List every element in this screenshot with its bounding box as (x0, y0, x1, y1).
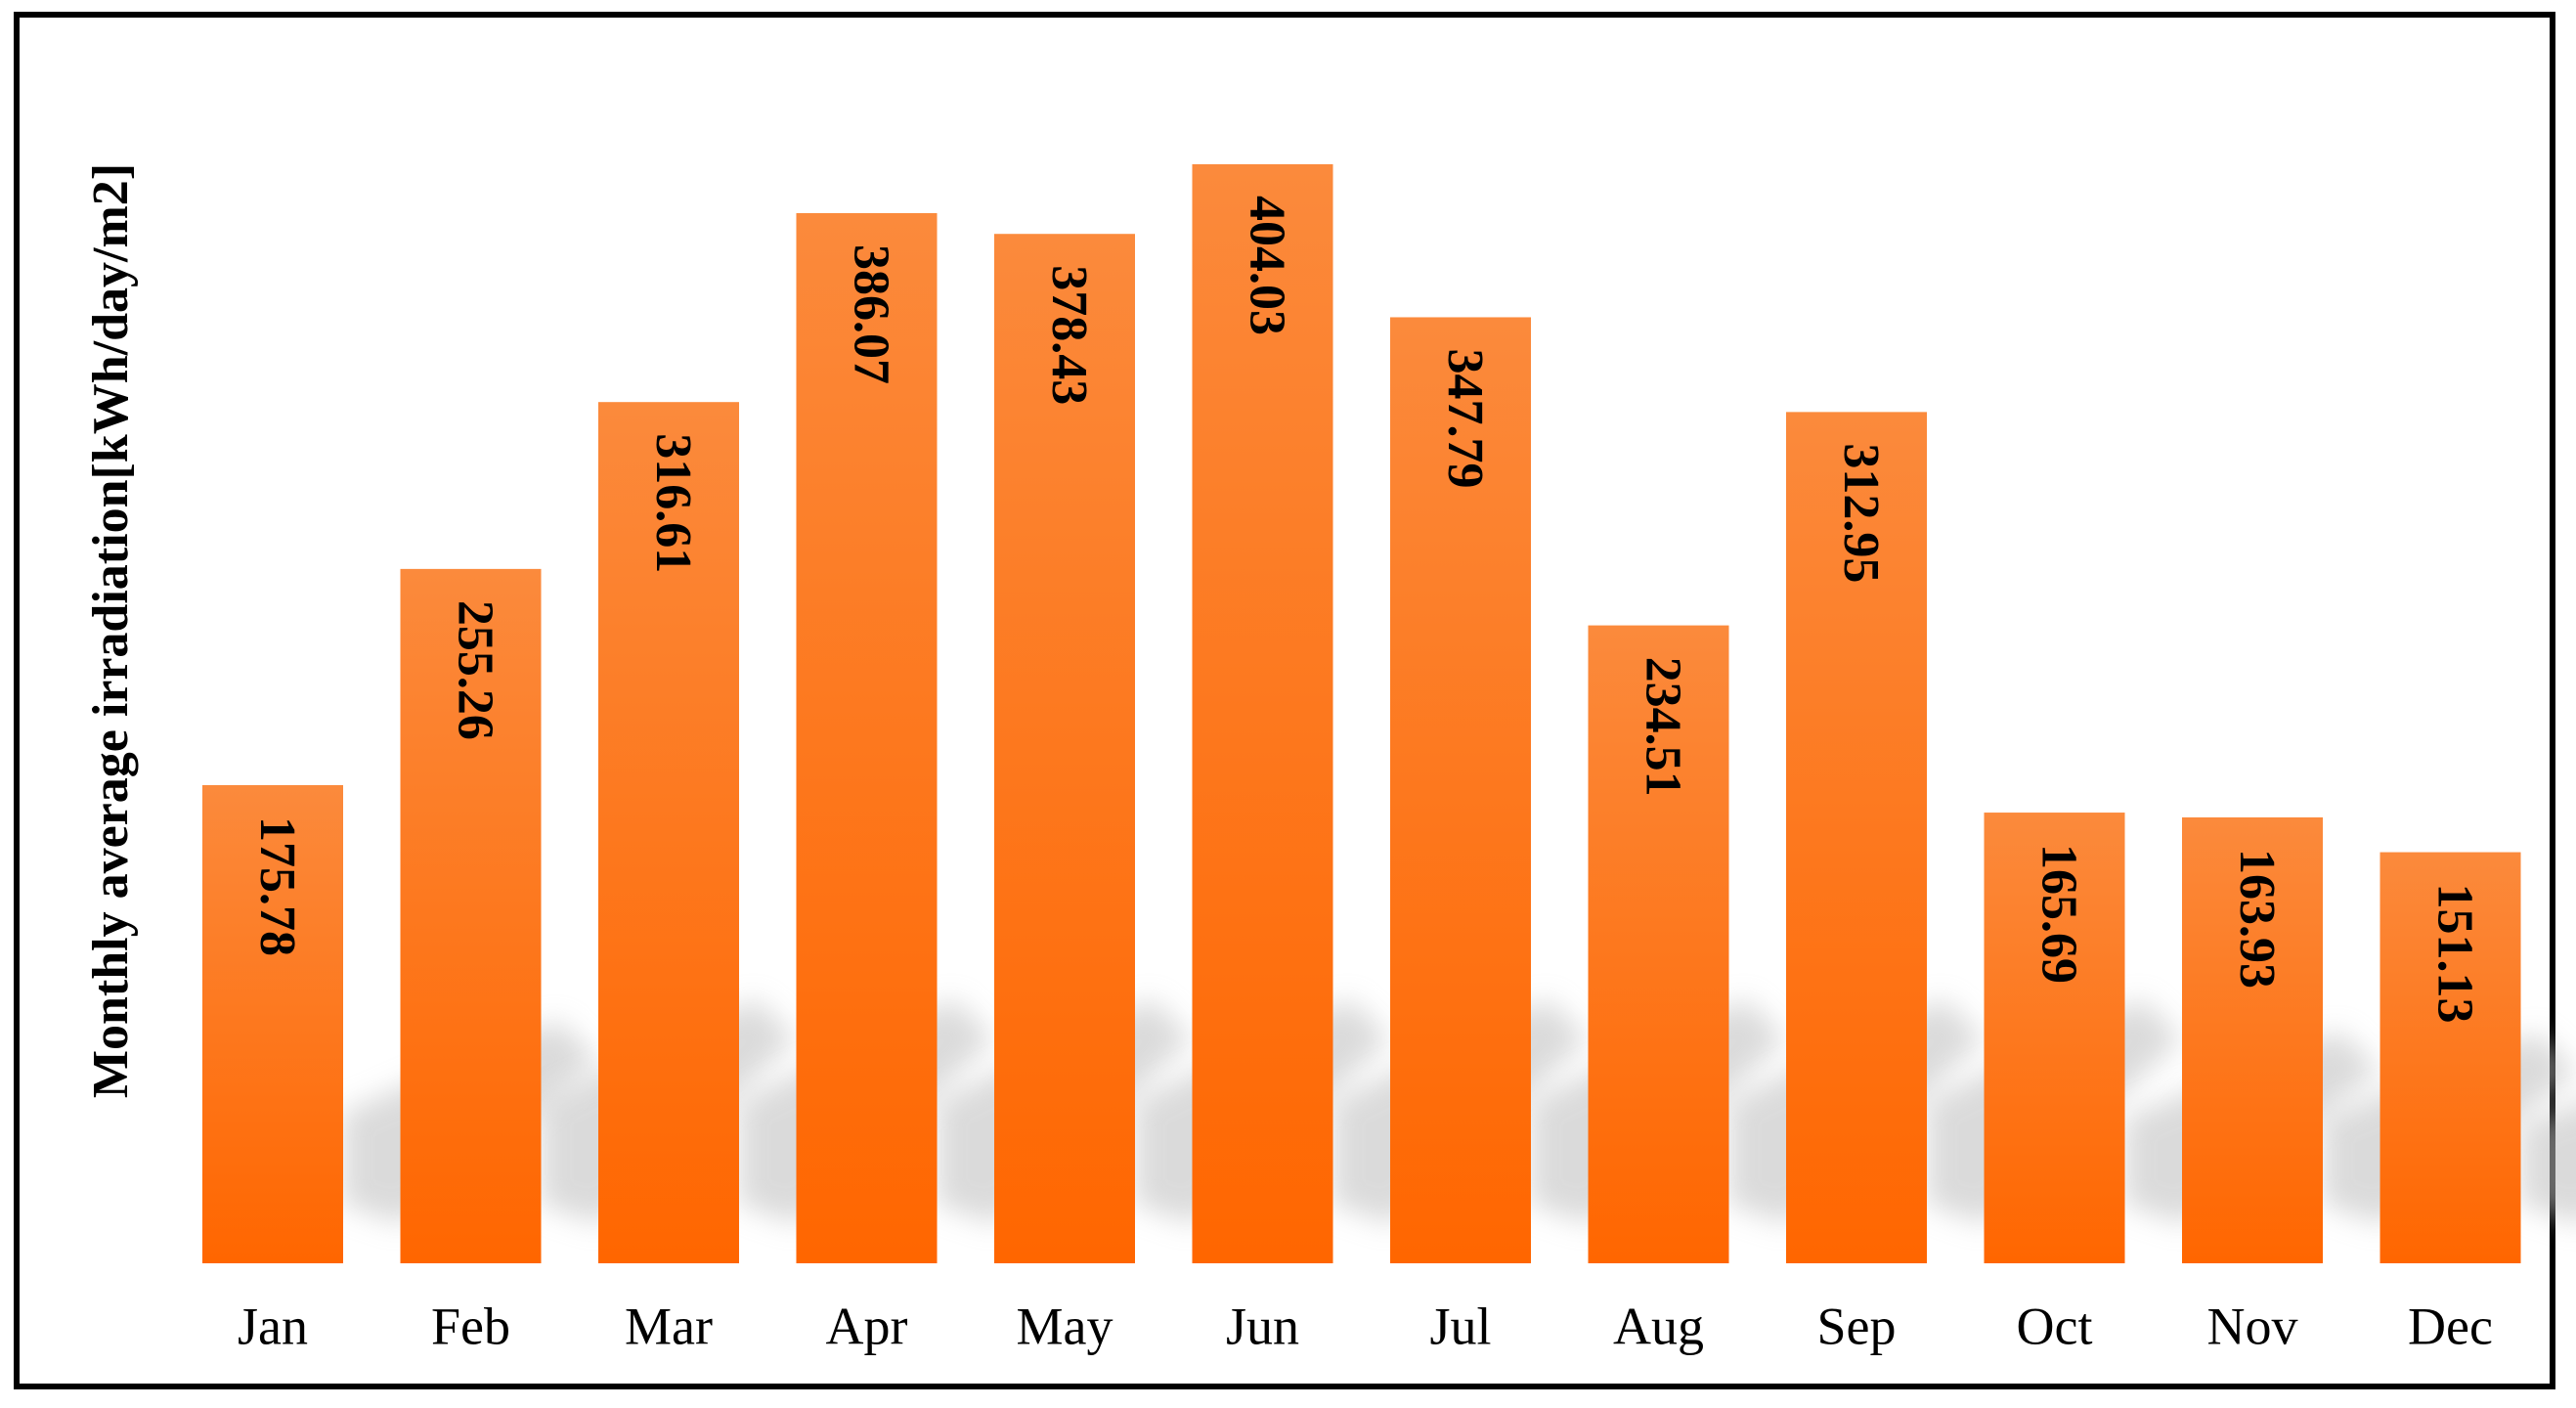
bar-mar (598, 402, 739, 1263)
bar-jul (1390, 317, 1531, 1263)
bar-shadow (2520, 1105, 2576, 1223)
data-label-jun: 404.03 (1240, 196, 1295, 335)
bar-may (994, 234, 1135, 1263)
bar-apr (796, 212, 938, 1263)
data-label-dec: 151.13 (2427, 884, 2483, 1024)
bar-nov (2182, 816, 2323, 1263)
data-labels: 175.78 255.26 316.61 386.07 378.43 404.03 347.… (249, 196, 2483, 1024)
data-label-jan: 175.78 (249, 816, 305, 956)
bar-sep (1786, 412, 1927, 1264)
bar-dec (2380, 852, 2521, 1263)
x-tick-label-may: May (1017, 1297, 1113, 1355)
data-label-feb: 255.26 (448, 600, 503, 740)
x-tick-label-aug: Aug (1613, 1297, 1704, 1355)
bar-oct (1984, 813, 2125, 1263)
bar-jan (202, 784, 343, 1263)
bar-aug (1588, 625, 1729, 1263)
data-label-aug: 234.51 (1636, 657, 1691, 797)
bars (202, 164, 2521, 1264)
bar-feb (400, 568, 542, 1263)
x-tick-label-nov: Nov (2207, 1297, 2298, 1355)
x-tick-label-feb: Feb (431, 1297, 510, 1355)
data-label-may: 378.43 (1041, 265, 1097, 405)
x-tick-label-dec: Dec (2408, 1297, 2493, 1355)
data-label-oct: 165.69 (2031, 844, 2087, 984)
data-label-jul: 347.79 (1437, 348, 1493, 488)
x-tick-label-jun: Jun (1226, 1297, 1299, 1355)
x-tick-label-jul: Jul (1429, 1297, 1491, 1355)
data-label-sep: 312.95 (1833, 443, 1889, 583)
x-tick-label-apr: Apr (826, 1297, 908, 1355)
data-label-mar: 316.61 (645, 433, 701, 573)
x-tick-label-sep: Sep (1817, 1297, 1897, 1355)
data-label-nov: 163.93 (2229, 849, 2285, 989)
bar-jun (1192, 164, 1333, 1263)
x-tick-label-mar: Mar (625, 1297, 713, 1355)
x-tick-label-jan: Jan (238, 1297, 308, 1355)
y-axis-title: Monthly average irradiation[kWh/day/m2] (83, 163, 139, 1098)
data-label-apr: 386.07 (844, 244, 899, 384)
x-tick-label-oct: Oct (2017, 1297, 2093, 1355)
x-axis-tick-labels: Jan Feb Mar Apr May Jun Jul Aug Sep Oct Nov Dec (238, 1297, 2493, 1355)
